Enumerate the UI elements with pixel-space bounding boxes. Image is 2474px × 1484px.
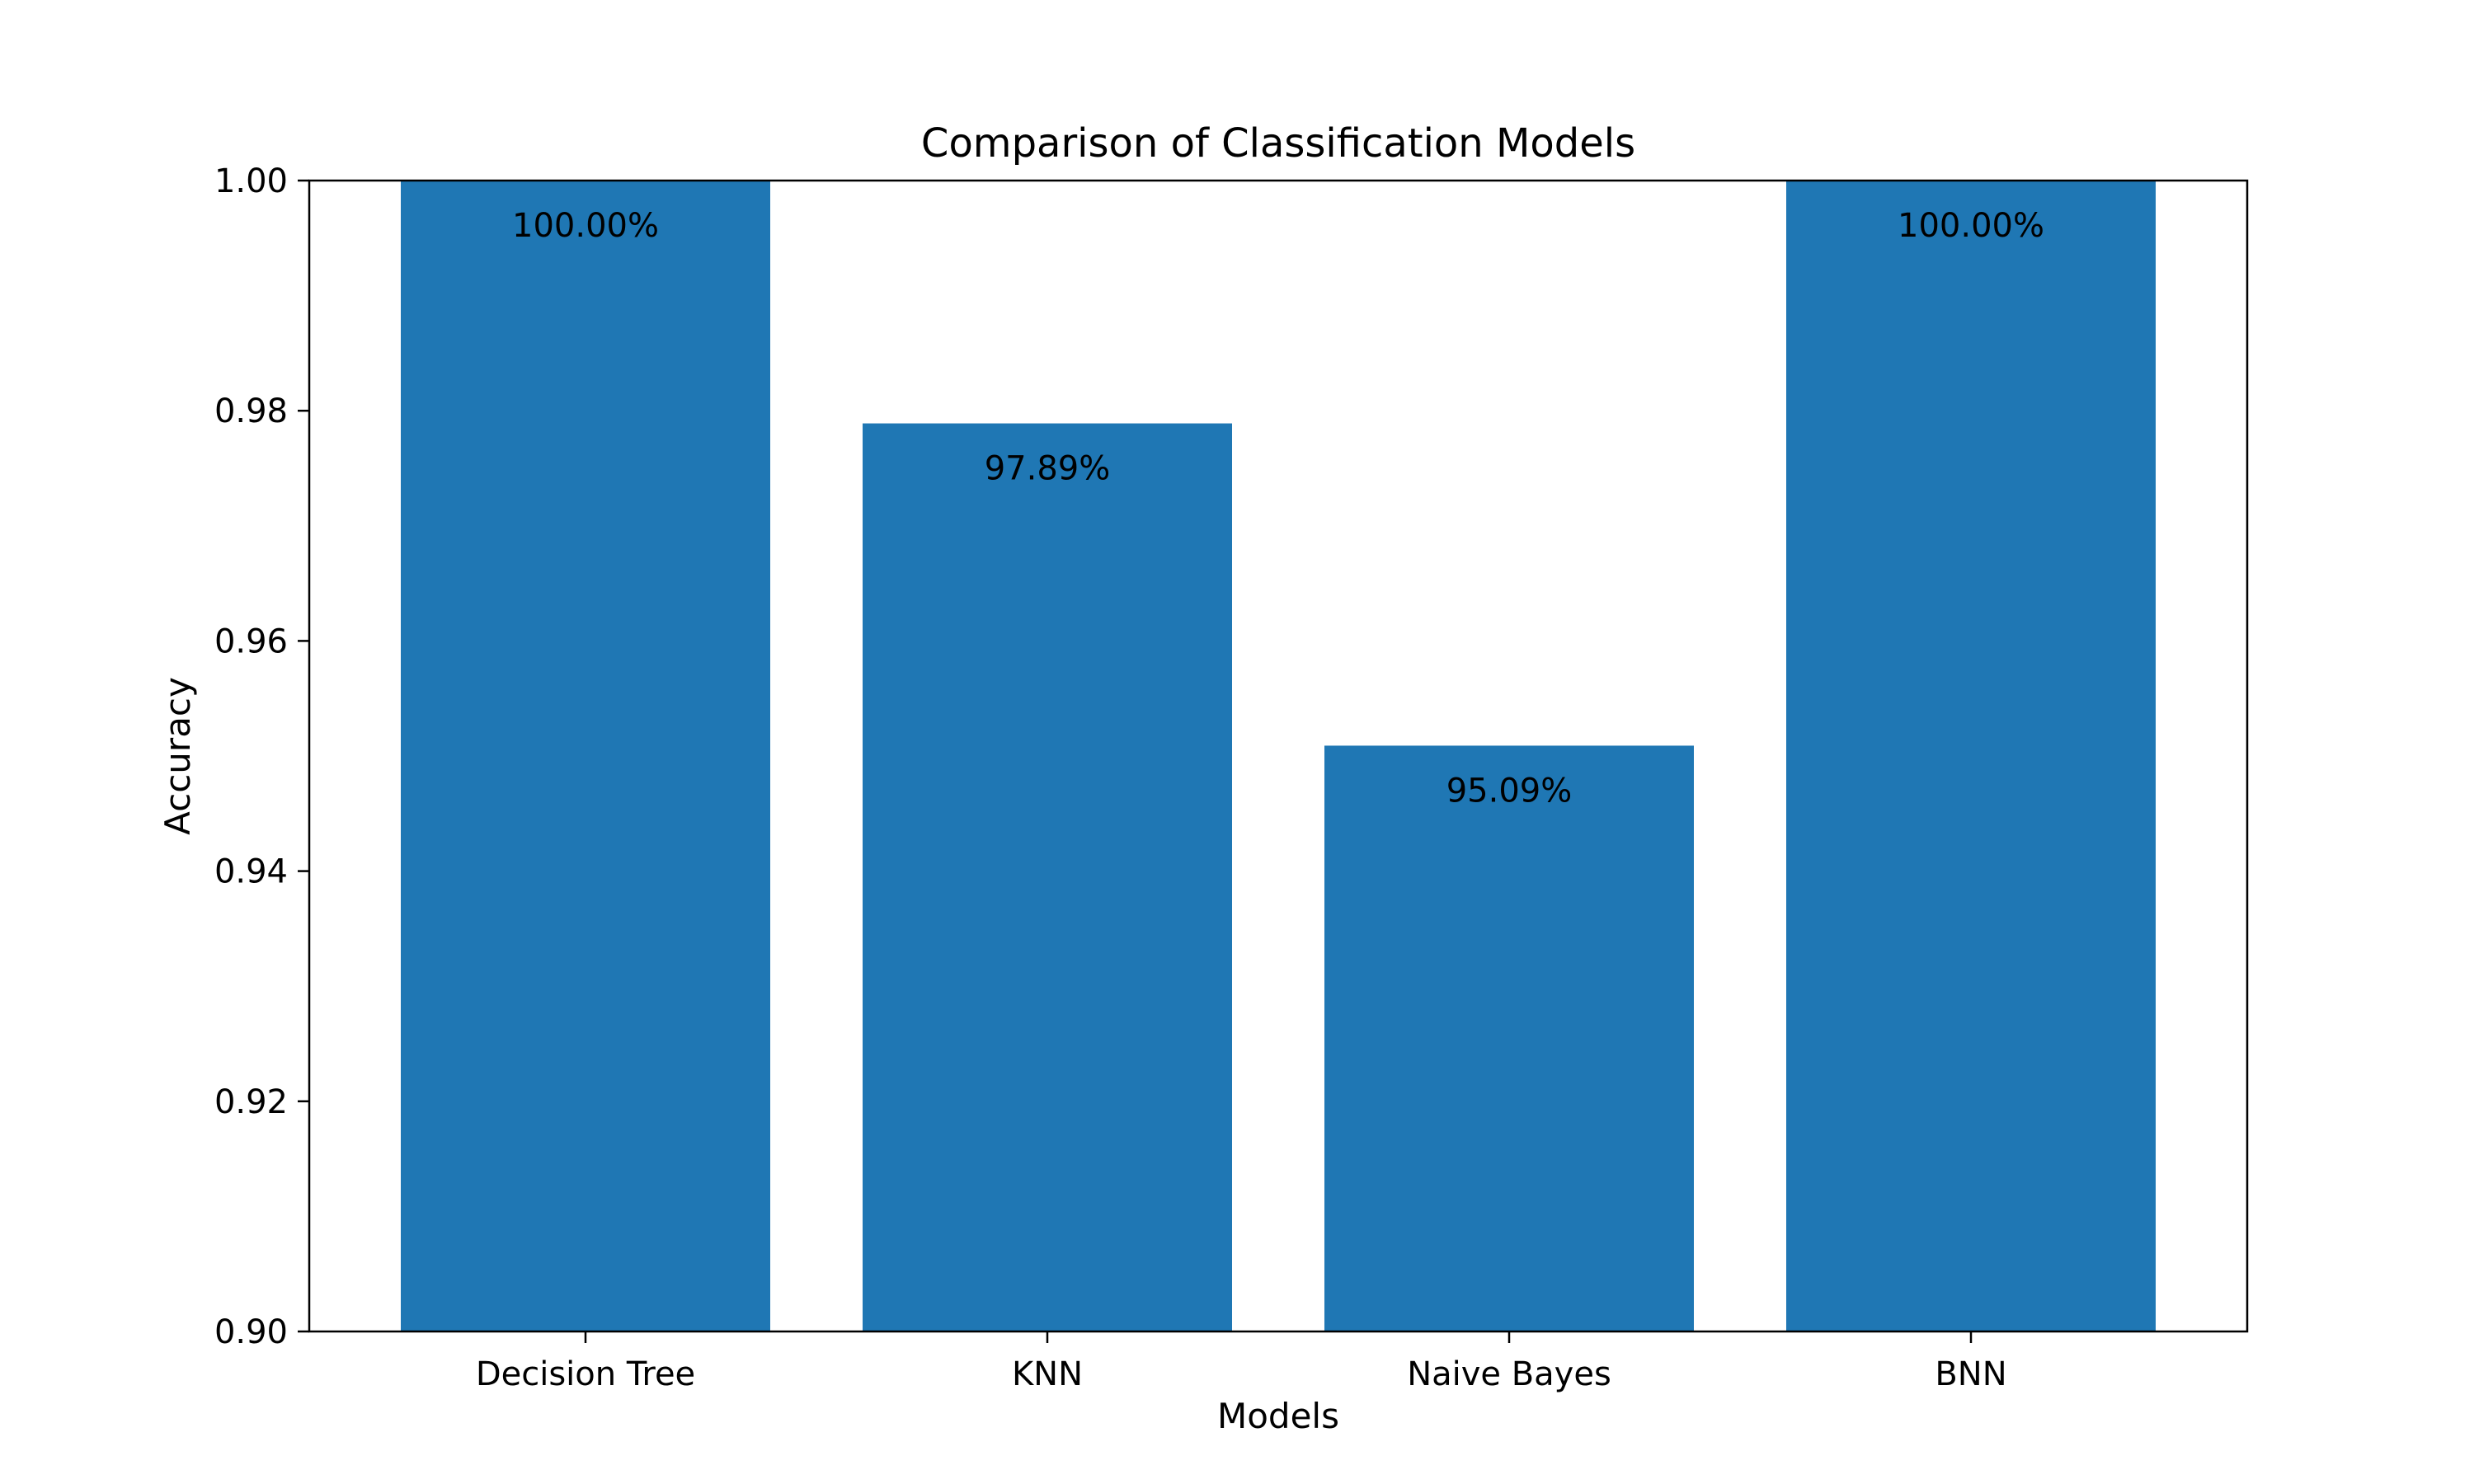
x-tick-label: Decision Tree [476, 1355, 695, 1393]
y-tick-label: 1.00 [214, 162, 288, 200]
x-tick-label: BNN [1935, 1355, 2006, 1393]
bar-value-label: 100.00% [1898, 207, 2044, 245]
chart-title: Comparison of Classification Models [921, 120, 1635, 167]
bar-value-label: 97.89% [985, 450, 1111, 488]
bar-value-label: 95.09% [1446, 772, 1573, 810]
bar [1324, 745, 1694, 1331]
bars-group [401, 181, 2156, 1331]
bar [401, 181, 770, 1331]
y-tick-label: 0.90 [214, 1313, 288, 1351]
bar-value-label: 100.00% [512, 207, 659, 245]
y-tick-label: 0.94 [214, 853, 288, 891]
y-axis-label: Accuracy [158, 677, 198, 835]
x-axis: Decision Tree KNN Naive Bayes BNN [476, 1331, 2007, 1393]
plot-frame [308, 179, 2249, 1333]
bar [1786, 181, 2156, 1331]
x-tick-label: Naive Bayes [1407, 1355, 1611, 1393]
x-tick-label: KNN [1012, 1355, 1083, 1393]
x-axis-label: Models [1217, 1396, 1339, 1436]
bar [863, 423, 1232, 1331]
y-tick-label: 0.92 [214, 1083, 288, 1121]
y-axis: 0.90 0.92 0.94 0.96 0.98 1.00 [214, 162, 309, 1351]
y-tick-label: 0.98 [214, 392, 288, 430]
data-labels-group: 100.00% 97.89% 95.09% 100.00% [512, 207, 2044, 810]
y-tick-label: 0.96 [214, 622, 288, 660]
